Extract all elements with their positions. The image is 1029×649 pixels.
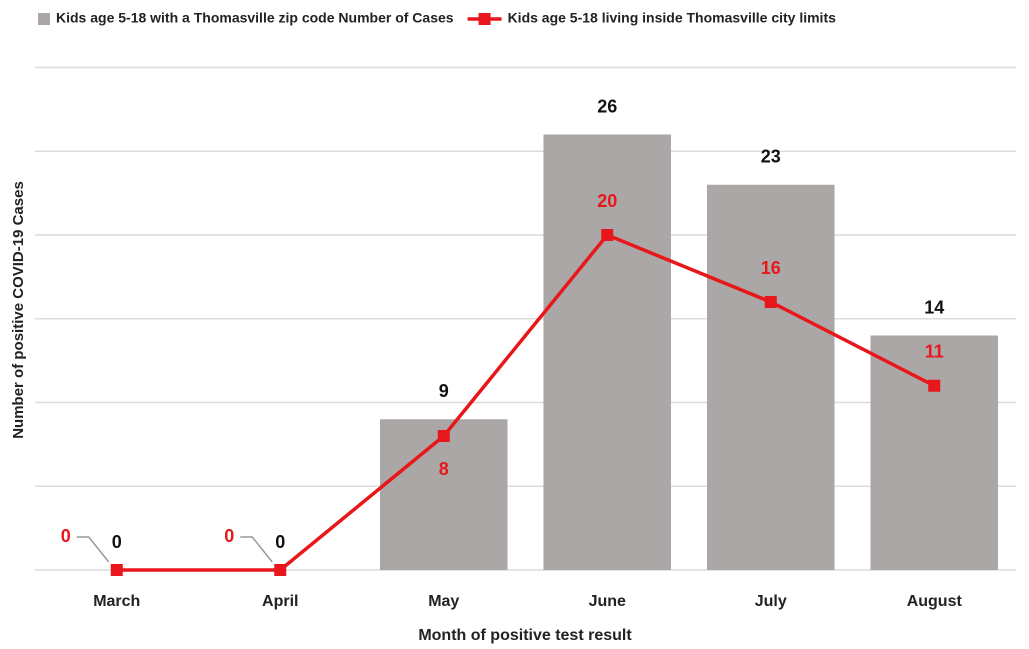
bar-value-label: 0 bbox=[112, 532, 122, 552]
x-tick-label: August bbox=[907, 593, 963, 610]
line-marker bbox=[110, 564, 123, 576]
line-value-label: 8 bbox=[439, 459, 449, 479]
line-marker bbox=[601, 229, 614, 241]
bar bbox=[379, 419, 508, 570]
x-tick-label: July bbox=[755, 593, 787, 610]
line-marker bbox=[437, 430, 450, 442]
line-marker bbox=[764, 296, 777, 308]
bar-value-label: 14 bbox=[924, 297, 944, 317]
y-axis-label: Number of positive COVID-19 Cases bbox=[10, 181, 27, 439]
line-value-label: 16 bbox=[761, 258, 781, 278]
legend-marker bbox=[478, 13, 491, 25]
x-tick-label: April bbox=[262, 593, 298, 610]
line-value-label: 0 bbox=[61, 526, 71, 546]
bar-value-label: 23 bbox=[761, 147, 781, 167]
line-marker bbox=[274, 564, 287, 576]
leader-line bbox=[240, 536, 273, 563]
line-value-label: 20 bbox=[597, 191, 617, 211]
x-tick-label: March bbox=[93, 593, 140, 610]
line bbox=[116, 232, 936, 572]
x-tick-label: May bbox=[428, 593, 459, 610]
line-value-label: 11 bbox=[925, 342, 944, 362]
bar bbox=[706, 184, 835, 570]
x-tick-label: June bbox=[589, 593, 626, 610]
legend-swatch bbox=[38, 13, 50, 25]
leader-line bbox=[76, 536, 110, 563]
x-axis-label: Month of positive test result bbox=[418, 627, 632, 644]
bar-value-label: 9 bbox=[439, 381, 449, 401]
bar-value-label: 0 bbox=[275, 532, 285, 552]
line-marker bbox=[928, 379, 941, 392]
legend-label: Kids age 5-18 living inside Thomasville … bbox=[508, 10, 837, 26]
bar bbox=[543, 134, 672, 570]
bar bbox=[870, 335, 999, 570]
legend-label: Kids age 5-18 with a Thomasville zip cod… bbox=[56, 10, 454, 26]
line-value-label: 0 bbox=[224, 526, 234, 546]
bar-value-label: 26 bbox=[597, 96, 617, 116]
